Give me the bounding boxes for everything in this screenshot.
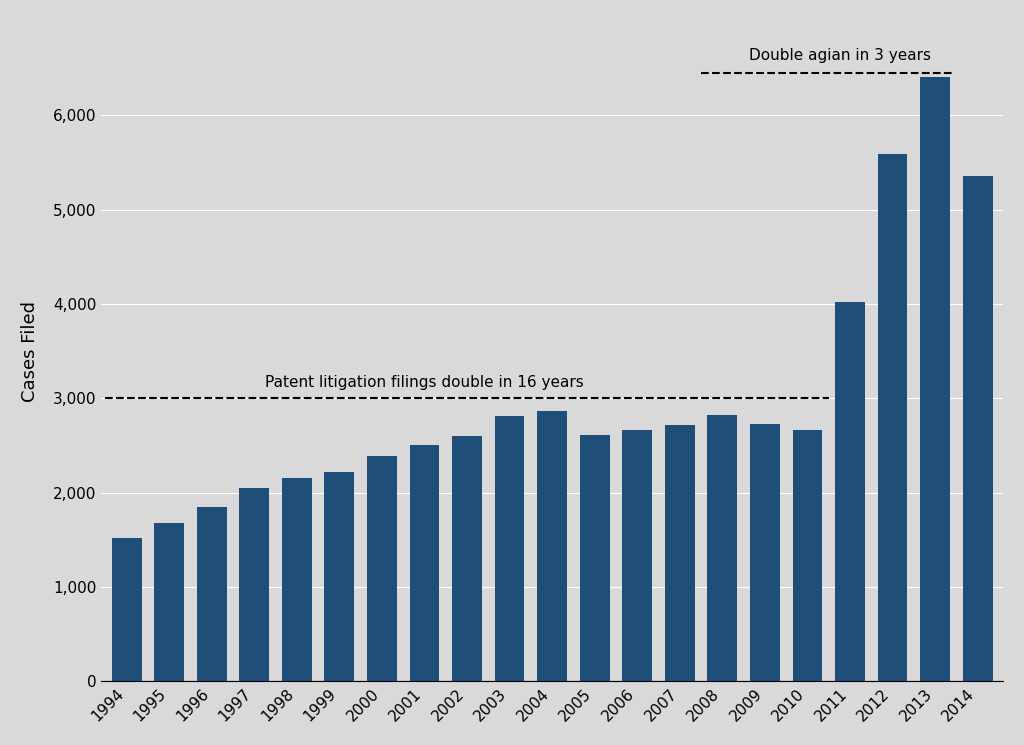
Y-axis label: Cases Filed: Cases Filed: [20, 300, 39, 402]
Bar: [836, 302, 865, 681]
Bar: [793, 431, 822, 681]
Bar: [240, 488, 269, 681]
Bar: [665, 425, 694, 681]
Bar: [325, 472, 354, 681]
Bar: [155, 523, 184, 681]
Bar: [112, 538, 141, 681]
Bar: [750, 424, 779, 681]
Text: Patent litigation filings double in 16 years: Patent litigation filings double in 16 y…: [265, 375, 584, 390]
Text: Double agian in 3 years: Double agian in 3 years: [749, 48, 931, 63]
Bar: [453, 436, 482, 681]
Bar: [538, 411, 567, 681]
Bar: [580, 435, 609, 681]
Bar: [367, 456, 397, 681]
Bar: [197, 507, 226, 681]
Bar: [495, 416, 524, 681]
Bar: [623, 431, 652, 681]
Bar: [708, 415, 737, 681]
Bar: [878, 154, 907, 681]
Bar: [282, 478, 311, 681]
Bar: [963, 176, 992, 681]
Bar: [410, 446, 439, 681]
Bar: [921, 77, 950, 681]
